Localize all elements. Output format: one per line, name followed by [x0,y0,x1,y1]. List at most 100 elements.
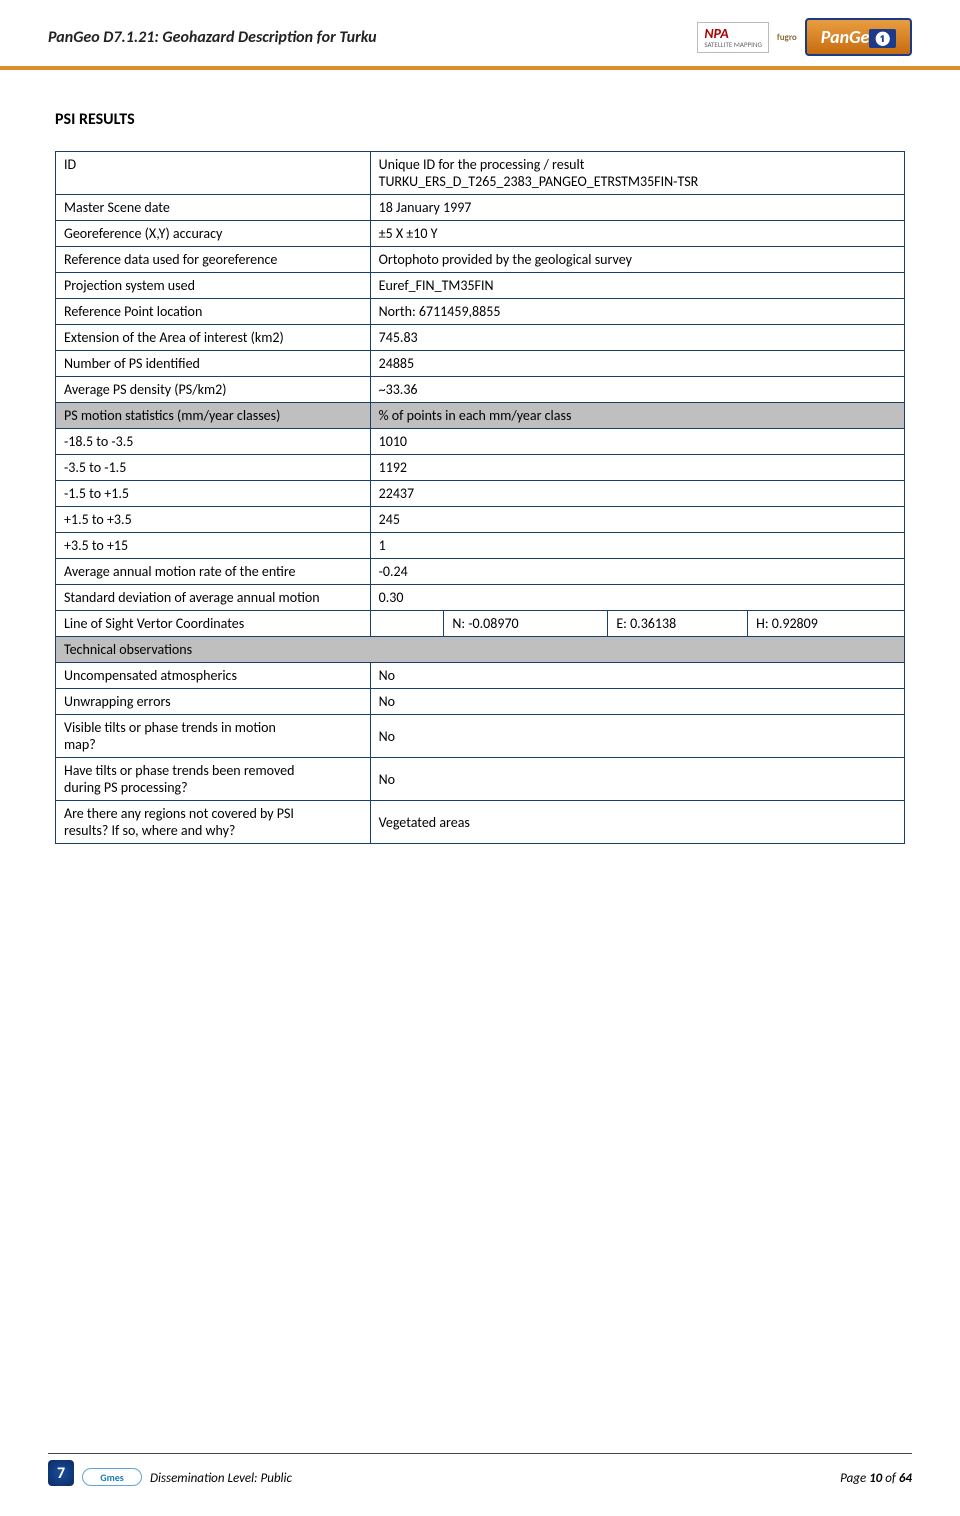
dissemination-level: Dissemination Level: Public [150,1471,292,1486]
table-row: Unwrapping errors No [56,689,905,715]
cell-value: 24885 [370,351,904,377]
cell-label: Standard deviation of average annual mot… [56,585,371,611]
cell-value: Euref_FIN_TM35FIN [370,273,904,299]
page-content: PSI RESULTS ID Unique ID for the process… [0,70,960,844]
cell-label: Visible tilts or phase trends in motion … [56,715,371,758]
cell-label: Projection system used [56,273,371,299]
cell-label: Have tilts or phase trends been removed … [56,758,371,801]
cell-value: 1010 [370,429,904,455]
doc-title: PanGeo D7.1.21: Geohazard Description fo… [48,28,377,47]
fp7-logo: 7 [48,1460,74,1486]
table-row: -3.5 to -1.5 1192 [56,455,905,481]
cell-value: No [370,758,904,801]
tilts-label-l1: Visible tilts or phase trends in motion [64,719,362,736]
cell-value: Vegetated areas [370,801,904,844]
table-row: Reference data used for georeference Ort… [56,247,905,273]
los-h: H: 0.92809 [748,611,905,637]
cell-value: 1 [370,533,904,559]
npa-logo-text: NPA [704,25,728,42]
cell-label: Reference Point location [56,299,371,325]
header-logos: NPA SATELLITE MAPPING fugro PanGe❶ [697,18,912,56]
cell-value: No [370,689,904,715]
pangeo-logo-badge: ❶ [869,29,896,48]
cell-value: Ortophoto provided by the geological sur… [370,247,904,273]
tiltsrem-label-l2: during PS processing? [64,779,362,796]
id-value-line2: TURKU_ERS_D_T265_2383_PANGEO_ETRSTM35FIN… [379,173,896,190]
cell-label: Extension of the Area of interest (km2) [56,325,371,351]
table-row: +3.5 to +15 1 [56,533,905,559]
npa-logo: NPA SATELLITE MAPPING [697,22,769,53]
cell-value: 0.30 [370,585,904,611]
table-row: Visible tilts or phase trends in motion … [56,715,905,758]
table-row: +1.5 to +3.5 245 [56,507,905,533]
los-n: N: -0.08970 [444,611,608,637]
regions-label-l1: Are there any regions not covered by PSI [64,805,362,822]
page-current: 10 [869,1471,882,1486]
cell-label: Are there any regions not covered by PSI… [56,801,371,844]
table-row: -1.5 to +1.5 22437 [56,481,905,507]
table-row: Average PS density (PS/km2) ~33.36 [56,377,905,403]
cell-label: -3.5 to -1.5 [56,455,371,481]
table-row: Georeference (X,Y) accuracy ±5 X ±10 Y [56,221,905,247]
gmes-logo: Gmes [82,1468,142,1486]
los-e: E: 0.36138 [608,611,748,637]
cell-value: No [370,715,904,758]
cell-label: Number of PS identified [56,351,371,377]
regions-label-l2: results? If so, where and why? [64,822,362,839]
cell-label: Georeference (X,Y) accuracy [56,221,371,247]
page-prefix: Page [840,1471,869,1486]
cell-value: -0.24 [370,559,904,585]
cell-value: No [370,663,904,689]
table-row: Number of PS identified 24885 [56,351,905,377]
table-row: Projection system used Euref_FIN_TM35FIN [56,273,905,299]
cell-label: Uncompensated atmospherics [56,663,371,689]
cell-label: Line of Sight Vertor Coordinates [56,611,371,637]
cell-value: ~33.36 [370,377,904,403]
table-row: Uncompensated atmospherics No [56,663,905,689]
table-row: -18.5 to -3.5 1010 [56,429,905,455]
page-header: PanGeo D7.1.21: Geohazard Description fo… [0,0,960,70]
pangeo-logo-text: PanGe [821,26,870,48]
table-row: ID Unique ID for the processing / result… [56,152,905,195]
cell-value: North: 6711459,8855 [370,299,904,325]
page-of: of [882,1471,899,1486]
table-row: Line of Sight Vertor Coordinates N: -0.0… [56,611,905,637]
table-row-header: Technical observations [56,637,905,663]
table-row-header: PS motion statistics (mm/year classes) %… [56,403,905,429]
page-footer: 7 Gmes Dissemination Level: Public Page … [48,1453,912,1486]
table-row: Standard deviation of average annual mot… [56,585,905,611]
cell-label: ID [56,152,371,195]
page-number: Page 10 of 64 [840,1471,912,1486]
table-row: Are there any regions not covered by PSI… [56,801,905,844]
cell-empty [370,611,444,637]
pangeo-logo: PanGe❶ [805,18,912,56]
cell-label: +1.5 to +3.5 [56,507,371,533]
cell-label: +3.5 to +15 [56,533,371,559]
tiltsrem-label-l1: Have tilts or phase trends been removed [64,762,362,779]
page-total: 64 [899,1471,912,1486]
cell-label: -18.5 to -3.5 [56,429,371,455]
cell-label: -1.5 to +1.5 [56,481,371,507]
tilts-label-l2: map? [64,736,362,753]
cell-label: Average annual motion rate of the entire [56,559,371,585]
fugro-logo: fugro [775,30,799,45]
cell-value: ±5 X ±10 Y [370,221,904,247]
psi-results-table: ID Unique ID for the processing / result… [55,151,905,844]
cell-value: % of points in each mm/year class [370,403,904,429]
table-row: Master Scene date 18 January 1997 [56,195,905,221]
cell-label: Technical observations [56,637,905,663]
cell-label: Unwrapping errors [56,689,371,715]
cell-value: 18 January 1997 [370,195,904,221]
cell-label: Reference data used for georeference [56,247,371,273]
id-value-line1: Unique ID for the processing / result [379,156,896,173]
table-row: Average annual motion rate of the entire… [56,559,905,585]
table-row: Have tilts or phase trends been removed … [56,758,905,801]
table-row: Extension of the Area of interest (km2) … [56,325,905,351]
cell-label: Average PS density (PS/km2) [56,377,371,403]
cell-label: PS motion statistics (mm/year classes) [56,403,371,429]
cell-value: 745.83 [370,325,904,351]
section-title: PSI RESULTS [55,110,905,129]
cell-value: 245 [370,507,904,533]
cell-value: Unique ID for the processing / result TU… [370,152,904,195]
npa-logo-sub: SATELLITE MAPPING [704,41,762,48]
